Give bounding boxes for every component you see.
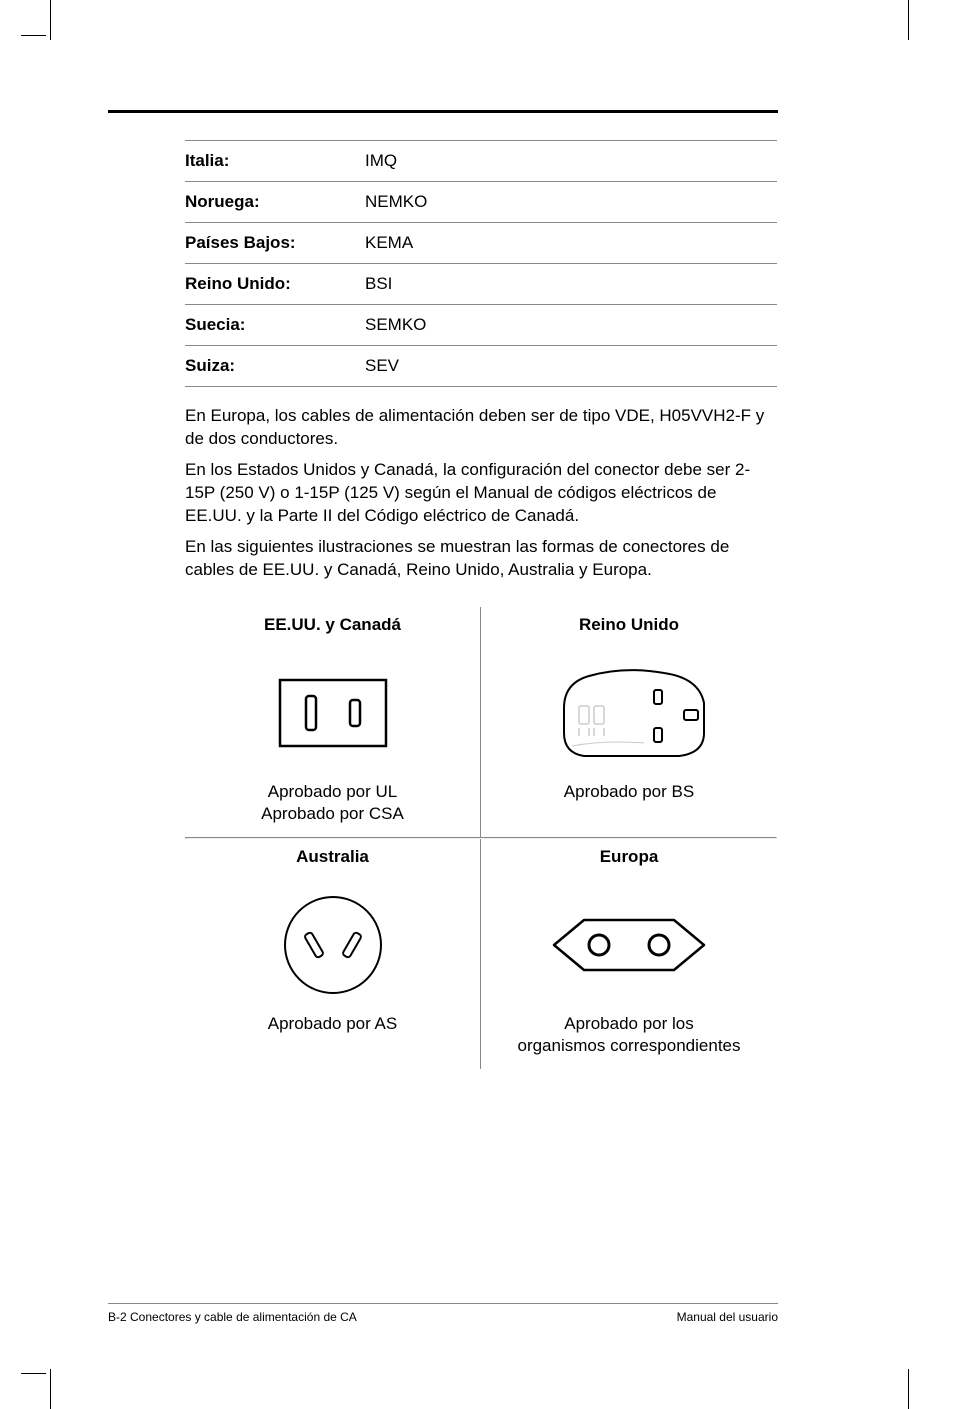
country-cell: Italia: (185, 141, 365, 182)
table-row: Países Bajos:KEMA (185, 223, 777, 264)
crop-mark (50, 0, 70, 40)
paragraph: En las siguientes ilustraciones se muest… (185, 536, 777, 582)
crop-mark (908, 0, 909, 40)
table-row: Noruega:NEMKO (185, 182, 777, 223)
country-cell: Reino Unido: (185, 264, 365, 305)
plug-heading: EE.UU. y Canadá (185, 615, 480, 635)
plug-cell-us: EE.UU. y Canadá Aprobado por UL Aprobado… (185, 607, 481, 837)
agency-cell: BSI (365, 264, 777, 305)
plug-caption: Aprobado por los organismos correspondie… (481, 1013, 777, 1057)
table-row: Italia:IMQ (185, 141, 777, 182)
plug-caption: Aprobado por AS (185, 1013, 480, 1035)
body-text: En Europa, los cables de alimentación de… (185, 405, 777, 582)
paragraph: En los Estados Unidos y Canadá, la confi… (185, 459, 777, 528)
agency-cell: NEMKO (365, 182, 777, 223)
crop-mark (50, 1369, 70, 1409)
country-cell: Noruega: (185, 182, 365, 223)
table-row: Suecia:SEMKO (185, 305, 777, 346)
country-cell: Países Bajos: (185, 223, 365, 264)
agency-cell: KEMA (365, 223, 777, 264)
plug-cell-au: Australia Aprobado por AS (185, 839, 481, 1069)
table-row: Reino Unido:BSI (185, 264, 777, 305)
plug-au-icon (185, 885, 480, 1005)
country-cell: Suiza: (185, 346, 365, 387)
country-cell: Suecia: (185, 305, 365, 346)
page-content: Italia:IMQNoruega:NEMKOPaíses Bajos:KEMA… (185, 110, 777, 1069)
agency-table: Italia:IMQNoruega:NEMKOPaíses Bajos:KEMA… (185, 140, 777, 387)
plug-us-icon (185, 653, 480, 773)
footer-right: Manual del usuario (677, 1310, 778, 1324)
plug-heading: Reino Unido (481, 615, 777, 635)
footer-left: B-2 Conectores y cable de alimentación d… (108, 1310, 357, 1324)
plug-cell-eu: Europa Aprobado por los organismos corre… (481, 839, 777, 1069)
agency-cell: SEV (365, 346, 777, 387)
paragraph: En Europa, los cables de alimentación de… (185, 405, 777, 451)
plug-uk-icon (481, 653, 777, 773)
agency-cell: SEMKO (365, 305, 777, 346)
page-footer: B-2 Conectores y cable de alimentación d… (108, 1303, 778, 1324)
plug-cell-uk: Reino Unido Apro (481, 607, 777, 837)
plug-caption: Aprobado por BS (481, 781, 777, 803)
table-row: Suiza:SEV (185, 346, 777, 387)
plug-heading: Europa (481, 847, 777, 867)
plug-eu-icon (481, 885, 777, 1005)
agency-cell: IMQ (365, 141, 777, 182)
plug-caption: Aprobado por UL Aprobado por CSA (185, 781, 480, 825)
plug-section: EE.UU. y Canadá Aprobado por UL Aprobado… (185, 607, 777, 1069)
crop-mark (908, 1369, 909, 1409)
plug-heading: Australia (185, 847, 480, 867)
